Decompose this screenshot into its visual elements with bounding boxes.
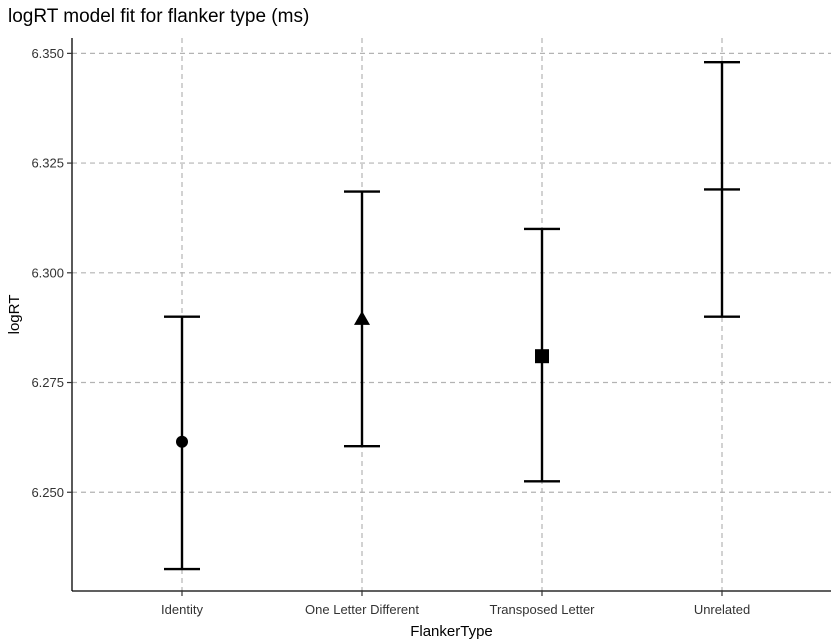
point-square: [535, 349, 549, 364]
x-axis-ticks: Identity One Letter Different Transposed L…: [161, 591, 750, 617]
y-tick-label: 6.350: [31, 46, 64, 61]
x-tick-label: Unrelated: [694, 602, 750, 617]
chart-title: logRT model fit for flanker type (ms): [8, 6, 309, 27]
y-gridlines: [72, 52, 831, 493]
y-axis-title: logRT: [6, 295, 23, 335]
x-gridlines: [181, 38, 723, 591]
y-tick-label: 6.250: [31, 485, 64, 500]
x-tick-label: Transposed Letter: [489, 602, 595, 617]
x-tick-label: Identity: [161, 602, 203, 617]
error-bars: [164, 60, 740, 571]
x-axis-title: FlankerType: [410, 623, 493, 640]
data-points: [176, 188, 740, 448]
y-tick-label: 6.300: [31, 265, 64, 280]
x-tick-label: One Letter Different: [305, 602, 419, 617]
y-tick-label: 6.275: [31, 375, 64, 390]
point-triangle: [354, 310, 370, 325]
y-axis-ticks: 6.250 6.275 6.300 6.325 6.350: [31, 46, 72, 500]
y-tick-label: 6.325: [31, 156, 64, 171]
point-circle: [176, 435, 188, 448]
